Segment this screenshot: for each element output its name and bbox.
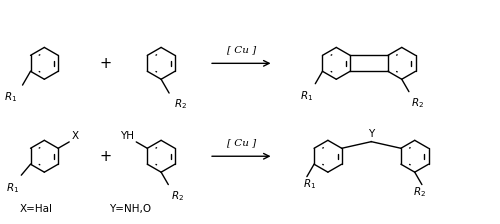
Text: +: + (99, 56, 112, 71)
Text: X=Hal: X=Hal (20, 204, 52, 214)
Text: $R_2$: $R_2$ (171, 189, 184, 203)
Text: YH: YH (120, 131, 134, 141)
Text: $R_2$: $R_2$ (174, 97, 187, 111)
Text: $R_1$: $R_1$ (300, 89, 313, 103)
Text: Y=NH,O: Y=NH,O (109, 204, 151, 214)
Text: Y: Y (368, 129, 374, 139)
Text: [ Cu ]: [ Cu ] (226, 45, 256, 54)
Text: +: + (99, 149, 112, 164)
Text: $R_1$: $R_1$ (302, 177, 316, 191)
Text: $R_2$: $R_2$ (413, 185, 426, 199)
Text: [ Cu ]: [ Cu ] (226, 138, 256, 147)
Text: $R_1$: $R_1$ (4, 91, 18, 104)
Text: X: X (72, 131, 79, 141)
Text: $R_2$: $R_2$ (412, 96, 424, 110)
Text: $R_1$: $R_1$ (6, 181, 19, 194)
